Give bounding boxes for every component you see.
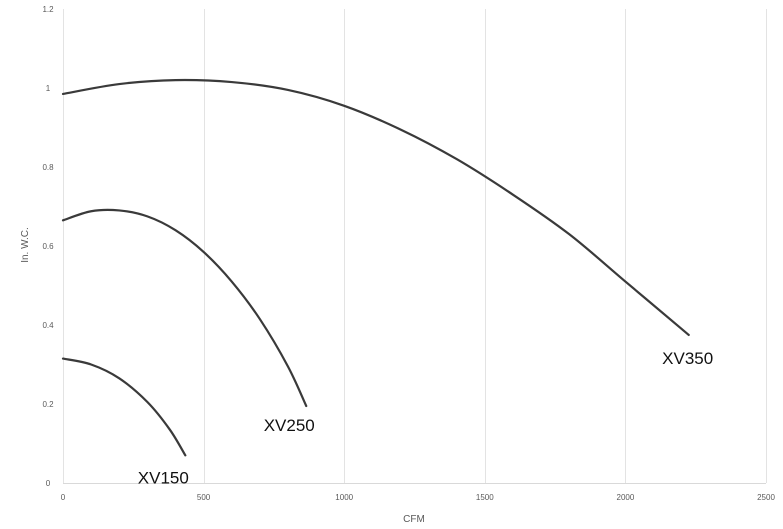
- series-label-xv350: XV350: [662, 349, 713, 368]
- y-tick-label: 0.2: [42, 400, 54, 409]
- y-tick-label: 0.4: [42, 321, 54, 330]
- x-tick-label: 2500: [757, 493, 775, 502]
- y-tick-label: 0.6: [42, 242, 54, 251]
- y-tick-label: 1.2: [42, 5, 54, 14]
- y-axis-label: In. W.C.: [20, 227, 31, 263]
- series-labels: XV350 XV250 XV150: [138, 349, 713, 487]
- grid: [63, 9, 767, 484]
- series-label-xv150: XV150: [138, 468, 189, 487]
- x-tick-label: 2000: [617, 493, 635, 502]
- series-line-xv250: [61, 208, 308, 408]
- series-label-xv250: XV250: [264, 416, 315, 435]
- y-tick-label: 0: [46, 479, 51, 488]
- series-line-xv150: [61, 357, 187, 457]
- x-tick-label: 500: [197, 493, 211, 502]
- series-lines: [61, 78, 690, 457]
- x-axis-label: CFM: [403, 514, 425, 525]
- tick-labels: 0 500 1000 1500 2000 2500 0 0.2 0.4 0.6 0.8 1 1.2: [42, 5, 775, 502]
- series-line-xv350: [61, 78, 690, 337]
- x-tick-label: 0: [61, 493, 66, 502]
- x-tick-label: 1000: [335, 493, 353, 502]
- x-tick-label: 1500: [476, 493, 494, 502]
- y-tick-label: 1: [46, 84, 51, 93]
- y-tick-label: 0.8: [42, 163, 54, 172]
